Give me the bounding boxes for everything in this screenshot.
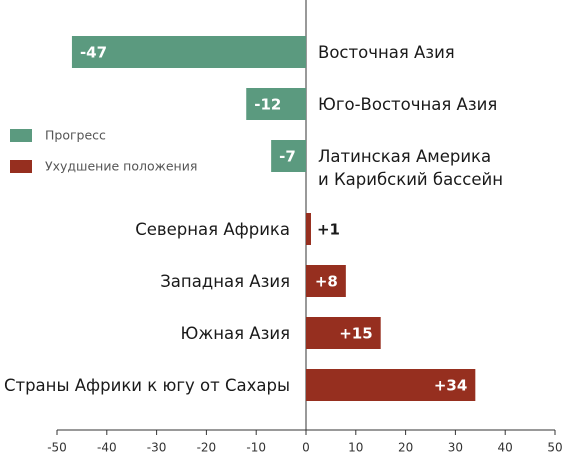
x-tick-label: 50 [547,441,562,455]
legend-label: Ухудшение положения [45,159,197,174]
category-label: Северная Африка [135,219,290,239]
value-label: -12 [254,96,281,114]
legend-swatch [10,160,32,173]
bar [306,265,346,297]
value-label: -7 [279,148,296,166]
bar [271,140,306,172]
category-label: Латинская Америка и Карибский бассейн [318,146,503,189]
category-label: Юго-Восточная Азия [318,94,498,114]
x-tick-label: 0 [302,441,310,455]
x-tick-label: 40 [498,441,513,455]
legend-swatch [10,129,32,142]
bar [71,36,306,68]
legend-label: Прогресс [45,128,106,143]
x-tick-label: 20 [398,441,413,455]
bar [306,213,311,245]
x-tick-label: 10 [348,441,363,455]
bar [306,369,476,401]
category-label: Западная Азия [160,271,290,291]
x-tick-label: -50 [47,441,67,455]
value-label: +15 [339,325,372,343]
x-tick-label: -30 [147,441,167,455]
category-label: Страны Африки к югу от Сахары [3,375,290,395]
value-label: -47 [80,44,107,62]
category-label: Южная Азия [180,323,290,343]
x-tick-label: -20 [197,441,217,455]
x-tick-label: 30 [448,441,463,455]
value-label: +34 [434,377,467,395]
x-tick-label: -40 [97,441,117,455]
value-label: +8 [315,273,338,291]
bar [246,88,306,120]
x-tick-label: -10 [246,441,266,455]
category-label: Восточная Азия [318,42,455,62]
bar [306,317,381,349]
value-label: +1 [317,221,340,239]
